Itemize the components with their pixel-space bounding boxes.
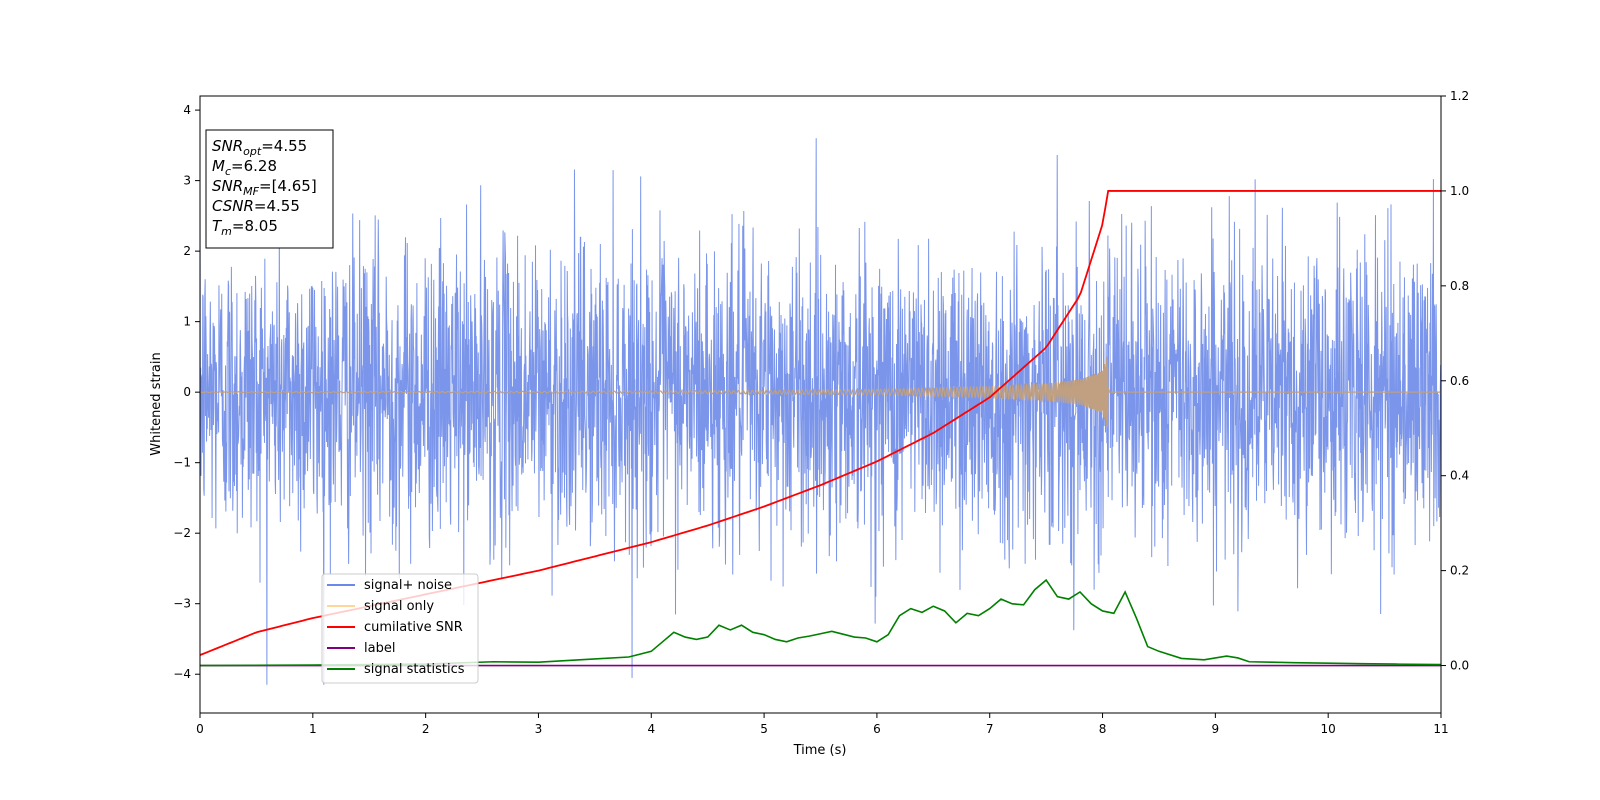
y-right-tick-label: 1.2 <box>1450 89 1469 103</box>
x-tick-label: 9 <box>1212 722 1220 736</box>
y-left-tick-label: −1 <box>173 456 191 470</box>
y-left-tick-label: −2 <box>173 526 191 540</box>
annotation-symbol: T <box>212 217 223 235</box>
annotation-line: Mc=6.28 <box>212 157 277 178</box>
annotation-symbol: CSNR <box>212 197 254 215</box>
annotation-symbol: SNR <box>212 177 243 195</box>
y-left-tick-label: 2 <box>183 244 191 258</box>
signal-noise-line <box>200 138 1441 685</box>
annotation-value: =4.55 <box>261 137 307 155</box>
x-tick-label: 1 <box>309 722 317 736</box>
annotation-value: =4.55 <box>254 197 300 215</box>
legend-label: cumilative SNR <box>364 620 463 635</box>
y-left-tick-label: 3 <box>183 174 191 188</box>
y-left-tick-label: −3 <box>173 597 191 611</box>
legend-label: signal statistics <box>364 662 465 677</box>
annotation-value: =6.28 <box>231 157 277 175</box>
y-right-tick-label: 1.0 <box>1450 184 1469 198</box>
y-right-tick-label: 0.0 <box>1450 659 1469 673</box>
x-tick-label: 2 <box>422 722 430 736</box>
y-left-tick-label: −4 <box>173 667 191 681</box>
signal-noise-series <box>200 138 1441 685</box>
legend-label: signal+ noise <box>364 578 452 593</box>
y-right-tick-label: 0.6 <box>1450 374 1469 388</box>
x-tick-label: 6 <box>873 722 881 736</box>
signal-only-line <box>200 356 1441 428</box>
annotation-subscript: opt <box>243 145 262 158</box>
signal-statistics-line <box>200 578 1441 667</box>
legend: signal+ noise signal only cumilative SNR la… <box>321 573 479 684</box>
x-tick-label: 10 <box>1321 722 1336 736</box>
annotation-line: CSNR=4.55 <box>212 197 300 215</box>
annotation-subscript: m <box>221 225 232 238</box>
y-axis-left: −4 −3 −2 −1 0 1 2 3 4 <box>173 103 200 681</box>
annotation-subscript: MF <box>243 185 259 198</box>
x-tick-label: 7 <box>986 722 994 736</box>
y-left-tick-label: 0 <box>183 385 191 399</box>
x-tick-label: 5 <box>760 722 768 736</box>
legend-label: signal only <box>364 599 434 614</box>
annotation-value: =8.05 <box>232 217 278 235</box>
y-axis-right: 0.0 0.2 0.4 0.6 0.8 1.0 1.2 <box>1441 89 1469 673</box>
x-tick-label: 3 <box>535 722 543 736</box>
annotation-frame <box>205 129 334 249</box>
annotation-symbol: SNR <box>212 137 243 155</box>
annotation-symbol: M <box>212 157 225 175</box>
x-axis: 0 1 2 3 4 5 6 7 8 9 10 11 <box>196 713 1449 736</box>
y-right-tick-label: 0.8 <box>1450 279 1469 293</box>
x-axis-label: Time (s) <box>793 743 847 758</box>
annotation-line: SNRopt=4.55 <box>212 137 307 158</box>
y-left-tick-label: 1 <box>183 315 191 329</box>
legend-label: label <box>364 641 395 656</box>
annotation-line: Tm=8.05 <box>212 217 278 238</box>
legend-frame <box>321 573 479 684</box>
y-right-tick-label: 0.4 <box>1450 469 1469 483</box>
plot-frame <box>199 95 1442 714</box>
y-left-tick-label: 4 <box>183 103 191 117</box>
x-tick-label: 4 <box>647 722 655 736</box>
stats-annotation-box: SNRopt=4.55Mc=6.28SNRMF=[4.65]CSNR=4.55T… <box>205 129 334 249</box>
x-tick-label: 11 <box>1433 722 1448 736</box>
x-tick-label: 0 <box>196 722 204 736</box>
y-axis-label: Whitened strain <box>149 352 164 455</box>
annotation-subscript: c <box>225 165 231 178</box>
y-right-tick-label: 0.2 <box>1450 564 1469 578</box>
x-tick-label: 8 <box>1099 722 1107 736</box>
annotation-line: SNRMF=[4.65] <box>212 177 317 198</box>
signal-only-series <box>200 356 1441 428</box>
annotation-value: =[4.65] <box>259 177 317 195</box>
